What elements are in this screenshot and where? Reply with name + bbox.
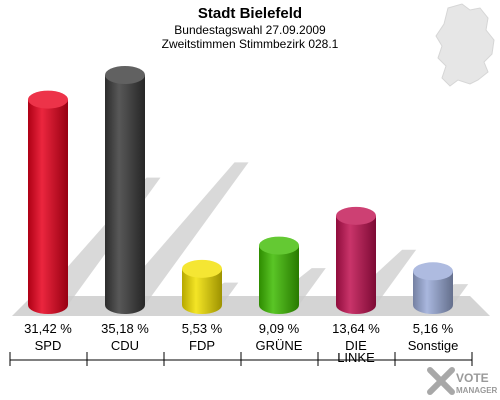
value-labels: 31,42 % 35,18 % 5,53 % 9,09 % 13,64 % 5,16 % — [24, 321, 454, 336]
bar-top — [259, 236, 299, 255]
bar-shadow — [111, 162, 249, 305]
watermark-line2: MANAGER — [456, 386, 498, 395]
bar-spd — [28, 99, 68, 314]
chart-title: Stadt Bielefeld — [198, 5, 302, 22]
bar-die-linke — [336, 215, 376, 314]
bar-shadows — [34, 162, 469, 305]
category-label: SPD — [35, 338, 62, 353]
bar-top — [28, 90, 68, 109]
bars — [28, 66, 453, 314]
germany-map-icon — [435, 3, 495, 87]
value-label: 9,09 % — [259, 321, 300, 336]
value-label: 5,16 % — [413, 321, 454, 336]
value-label: 5,53 % — [182, 321, 223, 336]
bar-sonstige — [413, 271, 453, 314]
category-label: Sonstige — [408, 338, 459, 353]
bar-top — [105, 66, 145, 84]
category-label: LINKE — [337, 350, 375, 365]
bar-top — [182, 259, 222, 278]
category-label: CDU — [111, 338, 139, 353]
category-axis — [9, 352, 473, 366]
checkmark-x-icon — [427, 367, 455, 395]
category-label: DIE — [345, 338, 367, 353]
watermark-line1: VOTE — [456, 371, 489, 385]
category-label: GRÜNE — [256, 338, 303, 353]
chart-subtitle-date: Bundestagswahl 27.09.2009 — [174, 23, 326, 37]
bar-grüne — [259, 245, 299, 314]
category-label: FDP — [189, 338, 215, 353]
value-label: 35,18 % — [101, 321, 149, 336]
vote-manager-logo: VOTE MANAGER — [427, 367, 498, 395]
value-label: 31,42 % — [24, 321, 72, 336]
bar-top — [413, 262, 453, 281]
bar-cdu — [105, 75, 145, 314]
bar-top — [336, 206, 376, 225]
bar-fdp — [182, 268, 222, 314]
chart-subtitle-district: Zweitstimmen Stimmbezirk 028.1 — [162, 37, 339, 51]
value-label: 13,64 % — [332, 321, 380, 336]
